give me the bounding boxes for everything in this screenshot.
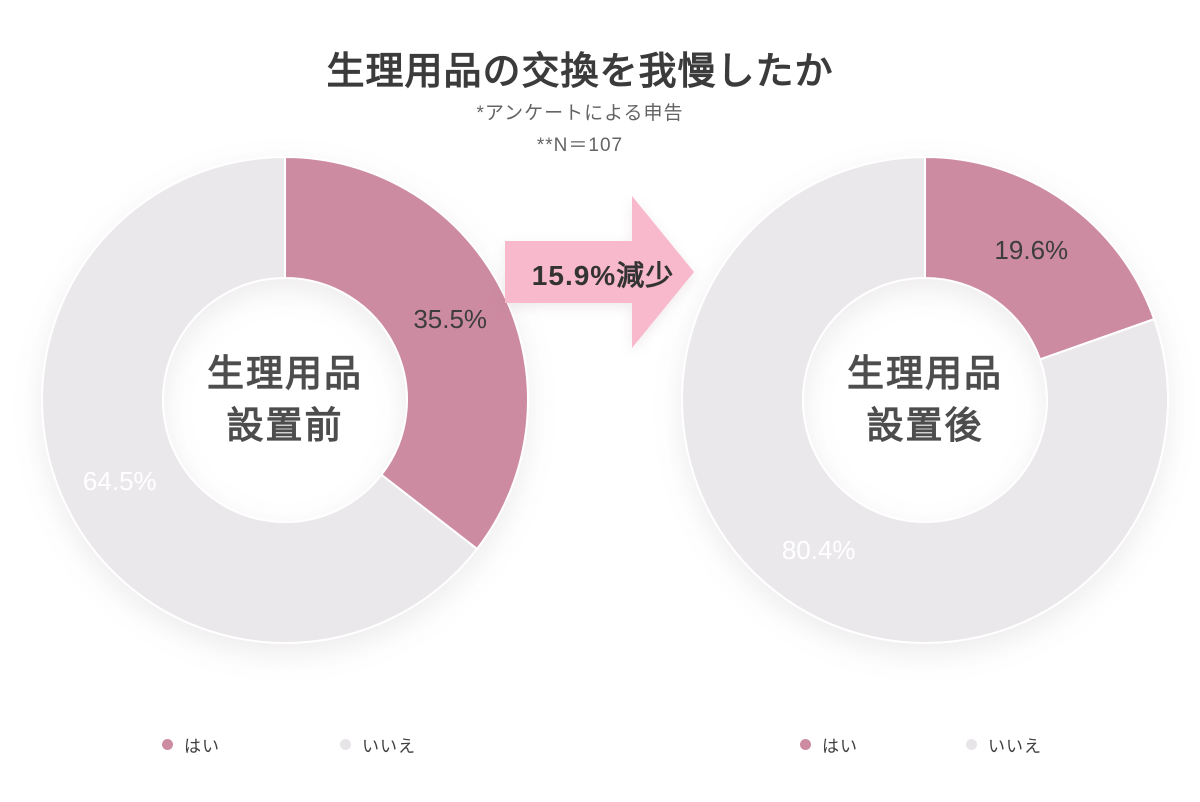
pie-slice-80.4% (681, 155, 1169, 644)
legend-dot-no-icon (340, 739, 351, 750)
donut-chart-before: 35.5% 64.5% 生理用品 設置前 (40, 155, 530, 645)
legend-item-yes: はい (162, 732, 220, 757)
slice-label: 19.6% (994, 235, 1068, 265)
subtitle-survey-note: *アンケートによる申告 (476, 103, 684, 124)
legend-item-no: いいえ (340, 732, 416, 757)
legend-dot-yes-icon (162, 739, 173, 750)
legend-dot-yes-icon (800, 739, 811, 750)
decrease-arrow: 15.9%減少 (505, 190, 700, 355)
donut-after-center-label: 生理用品 設置後 (847, 348, 1003, 452)
center-label-line2: 設置前 (226, 405, 344, 446)
legend-label-no: いいえ (362, 737, 416, 756)
center-label-line1: 生理用品 (207, 353, 363, 395)
donut-chart-after: 19.6% 80.4% 生理用品 設置後 (680, 155, 1170, 645)
legend-item-yes: はい (800, 732, 858, 757)
slice-label: 35.5% (413, 304, 487, 334)
legend-before: はい いいえ (162, 732, 416, 757)
center-label-line1: 生理用品 (847, 353, 1003, 395)
page-title: 生理用品の交換を我慢したか (326, 51, 834, 93)
slice-label: 64.5% (83, 466, 157, 496)
slice-label: 80.4% (782, 535, 856, 565)
legend-label-yes: はい (822, 737, 858, 756)
legend-label-no: いいえ (988, 737, 1042, 756)
center-label-line2: 設置後 (866, 405, 984, 446)
legend-label-yes: はい (184, 737, 220, 756)
subtitle-sample-size: **N＝107 (536, 135, 624, 156)
pie-slice-19.6% (924, 155, 1156, 361)
legend-dot-no-icon (966, 739, 977, 750)
donut-before-svg: 35.5% 64.5% (41, 155, 529, 644)
legend-after: はい いいえ (800, 732, 1042, 757)
donut-before-center-label: 生理用品 設置前 (207, 348, 363, 452)
pie-slice-35.5% (284, 155, 529, 551)
decrease-arrow-label: 15.9%減少 (531, 260, 675, 291)
pie-slice-64.5% (41, 155, 479, 644)
arrow-shape (505, 196, 694, 348)
legend-item-no: いいえ (966, 732, 1042, 757)
right-arrow-icon (505, 196, 694, 348)
donut-after-svg: 19.6% 80.4% (681, 155, 1169, 644)
